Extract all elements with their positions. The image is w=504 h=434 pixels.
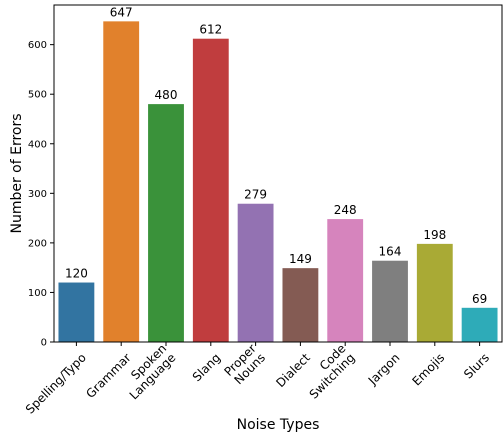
- x-axis-title: Noise Types: [237, 417, 320, 433]
- x-tick-label-jargon: Jargon: [365, 351, 403, 389]
- x-tick-label-dialect: Dialect: [273, 350, 313, 390]
- bar-emojis: [416, 243, 453, 342]
- y-tick-label-300: 300: [28, 189, 47, 200]
- x-tick-label-slang: Slang: [190, 351, 224, 385]
- data-label-emojis: 198: [423, 228, 446, 242]
- x-tick-label-slurs: Slurs: [461, 351, 492, 382]
- y-axis-title: Number of Errors: [9, 113, 25, 233]
- y-tick-label-500: 500: [28, 90, 47, 101]
- data-label-dialect: 149: [289, 252, 312, 266]
- bar-dialect: [282, 268, 319, 342]
- y-tick-label-600: 600: [28, 40, 47, 51]
- x-tick-label-spoken-language: SpokenLanguage: [118, 341, 179, 402]
- data-label-proper-nouns: 279: [244, 188, 267, 202]
- bar-spoken-language: [148, 104, 184, 342]
- data-label-jargon: 164: [379, 245, 402, 259]
- bar-slang: [192, 38, 229, 342]
- data-labels-group: 120 647 480 612 279 149 248 164 198 69: [65, 5, 487, 305]
- data-label-slurs: 69: [472, 292, 487, 306]
- bar-proper-nouns: [237, 203, 274, 342]
- x-tick-label-grammar: Grammar: [83, 351, 133, 401]
- bar-code-switching: [327, 219, 364, 342]
- data-label-grammar: 647: [110, 5, 133, 19]
- x-tick-label-proper-nouns: ProperNouns: [221, 341, 268, 388]
- y-tick-label-0: 0: [41, 338, 47, 349]
- bar-grammar: [103, 21, 140, 343]
- x-tick-label-code-switching: CodeSwitching: [297, 341, 357, 401]
- data-label-spelling-typo: 120: [65, 267, 88, 281]
- bar-spelling-typo: [58, 282, 95, 342]
- bar-jargon: [372, 260, 408, 342]
- y-tick-label-400: 400: [28, 139, 47, 150]
- data-label-spoken-language: 480: [155, 88, 178, 102]
- y-tick-label-200: 200: [28, 238, 47, 249]
- y-tick-label-100: 100: [28, 288, 47, 299]
- bar-slurs: [461, 307, 498, 342]
- y-axis: 0 100 200 300 400 500 600: [28, 40, 54, 349]
- x-tick-label-spelling-typo: Spelling/Typo: [23, 351, 89, 417]
- plot-frame: [53, 4, 503, 343]
- bars-group: [58, 21, 498, 343]
- x-tick-label-emojis: Emojis: [409, 351, 447, 389]
- data-label-slang: 612: [199, 23, 222, 37]
- data-label-code-switching: 248: [334, 203, 357, 217]
